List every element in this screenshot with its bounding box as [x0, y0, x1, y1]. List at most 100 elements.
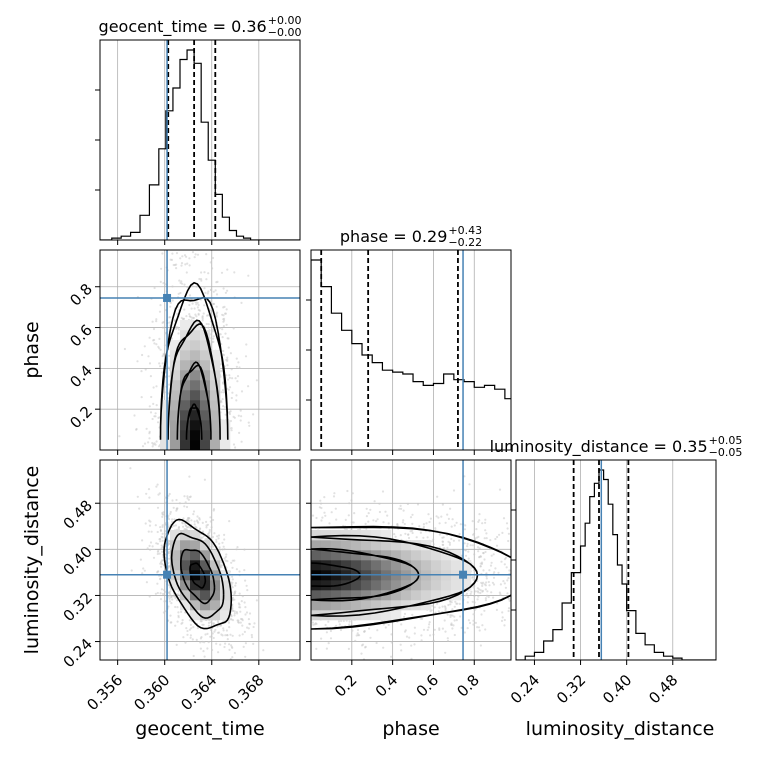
title-geocent_time: geocent_time = 0.36 +0.00−0.00 — [99, 14, 302, 39]
x-tick-label: 0.32 — [553, 671, 589, 707]
density-cell — [190, 560, 201, 571]
scatter-point — [147, 488, 151, 491]
scatter-point — [473, 537, 477, 540]
scatter-point — [209, 628, 213, 632]
contour-line — [170, 532, 225, 619]
scatter-point — [185, 211, 187, 213]
scatter-point — [519, 619, 521, 621]
scatter-point — [525, 584, 527, 586]
scatter-point — [234, 582, 237, 585]
scatter-point — [212, 636, 215, 640]
scatter-point — [484, 628, 487, 631]
scatter-point — [196, 306, 199, 309]
scatter-point — [225, 374, 228, 377]
scatter-point — [171, 598, 174, 601]
scatter-point — [250, 633, 253, 637]
x-tick-label: 0.368 — [224, 671, 267, 714]
scatter-point — [215, 538, 218, 541]
scatter-point — [549, 543, 551, 545]
scatter-point — [200, 636, 203, 639]
scatter-point — [129, 467, 132, 470]
scatter-point — [542, 573, 544, 575]
scatter-point — [244, 613, 247, 616]
scatter-point — [194, 301, 197, 304]
scatter-point — [199, 620, 202, 623]
scatter-point — [504, 586, 507, 589]
scatter-point — [156, 483, 159, 486]
scatter-point — [538, 623, 540, 625]
scatter-point — [221, 389, 224, 392]
scatter-point — [433, 628, 436, 631]
scatter-point — [233, 610, 236, 613]
title-sub: −0.00 — [268, 26, 302, 39]
scatter-point — [347, 514, 350, 517]
scatter-point — [172, 506, 175, 509]
scatter-point — [228, 626, 231, 629]
scatter-point — [155, 440, 158, 443]
scatter-point — [219, 363, 222, 366]
scatter-point — [155, 318, 158, 321]
scatter-point — [201, 315, 204, 318]
scatter-point — [156, 550, 159, 553]
scatter-point — [538, 571, 540, 573]
scatter-point — [214, 628, 217, 631]
scatter-point — [239, 621, 242, 624]
scatter-point — [170, 602, 173, 605]
scatter-point — [231, 607, 234, 610]
scatter-point — [226, 364, 229, 367]
scatter-point — [428, 520, 431, 524]
scatter-point — [207, 624, 210, 627]
scatter-point — [481, 522, 484, 525]
scatter-point — [530, 551, 532, 553]
scatter-point — [252, 625, 255, 629]
scatter-point — [133, 414, 136, 417]
scatter-point — [431, 604, 434, 607]
scatter-point — [161, 355, 164, 358]
scatter-point — [544, 551, 546, 553]
density-cell — [170, 550, 181, 561]
scatter-point — [450, 525, 453, 528]
scatter-point — [193, 520, 196, 523]
scatter-point — [200, 271, 203, 274]
scatter-point — [432, 639, 435, 642]
scatter-point — [378, 502, 381, 505]
scatter-point — [323, 511, 326, 514]
scatter-point — [211, 632, 214, 635]
scatter-point — [216, 535, 219, 538]
density-cell — [160, 410, 171, 421]
scatter-point — [503, 624, 506, 627]
scatter-point — [181, 255, 184, 258]
scatter-point — [191, 638, 194, 641]
scatter-point — [189, 199, 191, 201]
scatter-point — [175, 252, 179, 255]
scatter-point — [174, 597, 177, 600]
scatter-point — [162, 511, 165, 514]
scatter-point — [501, 616, 504, 619]
scatter-point — [260, 668, 262, 670]
scatter-point — [171, 299, 174, 302]
scatter-point — [368, 627, 371, 630]
scatter-point — [483, 609, 486, 612]
scatter-point — [585, 571, 587, 573]
scatter-point — [413, 643, 416, 646]
scatter-point — [450, 537, 453, 541]
scatter-point — [398, 507, 401, 510]
scatter-point — [505, 566, 508, 569]
scatter-point — [189, 634, 192, 637]
scatter-point — [328, 522, 331, 525]
scatter-point — [588, 590, 590, 592]
scatter-point — [161, 550, 164, 553]
scatter-point — [541, 647, 543, 649]
scatter-point — [545, 576, 547, 578]
scatter-point — [161, 525, 164, 529]
scatter-point — [507, 532, 510, 535]
scatter-point — [513, 538, 515, 540]
scatter-point — [585, 578, 587, 580]
scatter-point — [225, 323, 228, 326]
scatter-point — [228, 386, 232, 389]
scatter-point — [217, 534, 221, 537]
scatter-point — [243, 601, 246, 604]
panel-border — [310, 249, 512, 451]
scatter-point — [153, 286, 156, 290]
scatter-point — [550, 614, 552, 616]
